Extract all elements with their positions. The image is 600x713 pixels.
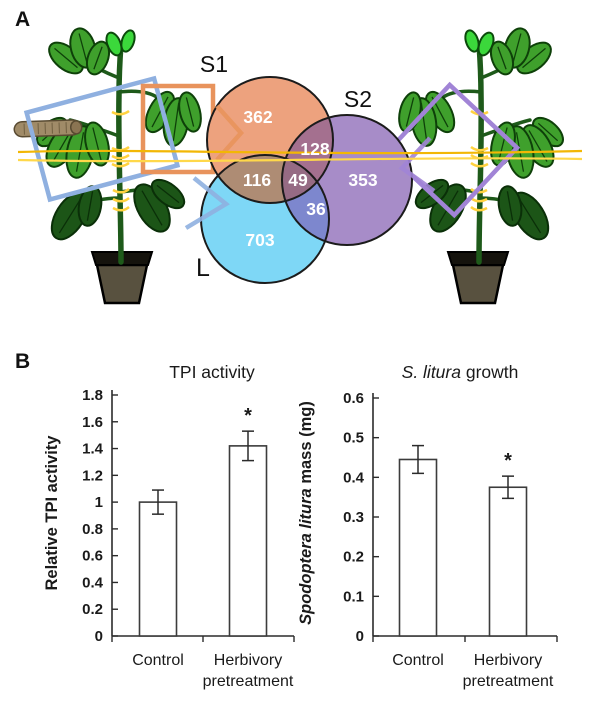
y-tick-label: 0.8 <box>82 521 103 538</box>
purple-arrow-icon <box>398 136 436 193</box>
wire-line <box>17 149 583 155</box>
blue-arrow-icon <box>184 176 230 230</box>
x-category-label: Control <box>392 652 444 669</box>
y-tick-label: 0.2 <box>343 549 364 566</box>
panel-a-illustration: 362 128 116 49 353 36 703 S1 S2 L <box>13 0 583 345</box>
venn-label-l: L <box>196 254 210 282</box>
bar-control <box>138 501 178 637</box>
bar-herbivory <box>228 445 268 637</box>
venn-count-s2-only: 353 <box>348 170 377 190</box>
bar-herbivory <box>488 486 528 637</box>
y-tick-label: 1.6 <box>82 414 103 431</box>
blue-frame <box>23 75 181 203</box>
x-category-label: Herbivory <box>474 652 542 669</box>
chart-0: 0 0.2 0.4 0.6 0.8 1 1.2 1.4 1.6 1.8 Control * Herbiv… <box>43 362 295 690</box>
y-tick-label: 0.4 <box>82 574 104 591</box>
x-category-label: Control <box>132 652 184 669</box>
y-tick-label: 0 <box>95 628 103 645</box>
chart-title: S. litura growth <box>402 362 519 382</box>
chart-1: 0 0.1 0.2 0.3 0.4 0.5 0.6 Control * Herbivory pret… <box>297 362 558 690</box>
caterpillar-icon <box>13 119 83 138</box>
panel-b-label: B <box>15 350 31 373</box>
wire-line <box>17 157 583 163</box>
y-tick-label: 0.6 <box>82 548 103 565</box>
y-tick-label: 0.4 <box>343 469 365 486</box>
y-tick-label: 1 <box>95 494 103 511</box>
connecting-wires <box>17 149 583 163</box>
chart-title: TPI activity <box>169 362 255 382</box>
y-axis-label: Spodoptera litura mass (mg) <box>297 401 315 625</box>
y-tick-label: 0.6 <box>343 390 364 407</box>
y-tick-label: 0.3 <box>343 509 364 526</box>
panel-a-label: A <box>15 8 31 31</box>
x-category-label: Herbivory <box>214 652 282 669</box>
venn-count-s1-only: 362 <box>243 107 272 127</box>
venn-label-s1: S1 <box>200 51 228 77</box>
venn-count-s1-l: 116 <box>243 170 271 190</box>
y-axis-label: Relative TPI activity <box>43 435 61 591</box>
x-category-label: pretreatment <box>203 673 294 690</box>
y-tick-label: 0.2 <box>82 601 103 618</box>
venn-count-s1-s2: 128 <box>300 139 329 159</box>
y-tick-label: 0.1 <box>343 588 364 605</box>
significance-star: * <box>244 405 252 427</box>
venn-count-l-only: 703 <box>245 230 274 250</box>
y-tick-label: 0.5 <box>343 430 364 447</box>
x-category-label: pretreatment <box>463 673 554 690</box>
venn-diagram <box>200 76 413 284</box>
y-tick-label: 0 <box>356 628 364 645</box>
significance-star: * <box>504 450 512 472</box>
panel-b-charts: 0 0.2 0.4 0.6 0.8 1 1.2 1.4 1.6 1.8 Control * Herbiv… <box>43 362 558 690</box>
venn-region-s1-s2 <box>282 115 333 203</box>
right-plant <box>395 26 568 303</box>
venn-count-s2-l: 36 <box>306 199 326 219</box>
y-tick-label: 1.4 <box>82 441 104 458</box>
y-tick-label: 1.8 <box>82 387 103 404</box>
venn-label-s2: S2 <box>344 86 372 112</box>
bar-control <box>398 458 438 637</box>
venn-counts: 362 128 116 49 353 36 703 <box>243 107 378 250</box>
venn-region-center <box>282 155 329 203</box>
y-tick-label: 1.2 <box>82 467 103 484</box>
venn-count-center: 49 <box>288 170 308 190</box>
